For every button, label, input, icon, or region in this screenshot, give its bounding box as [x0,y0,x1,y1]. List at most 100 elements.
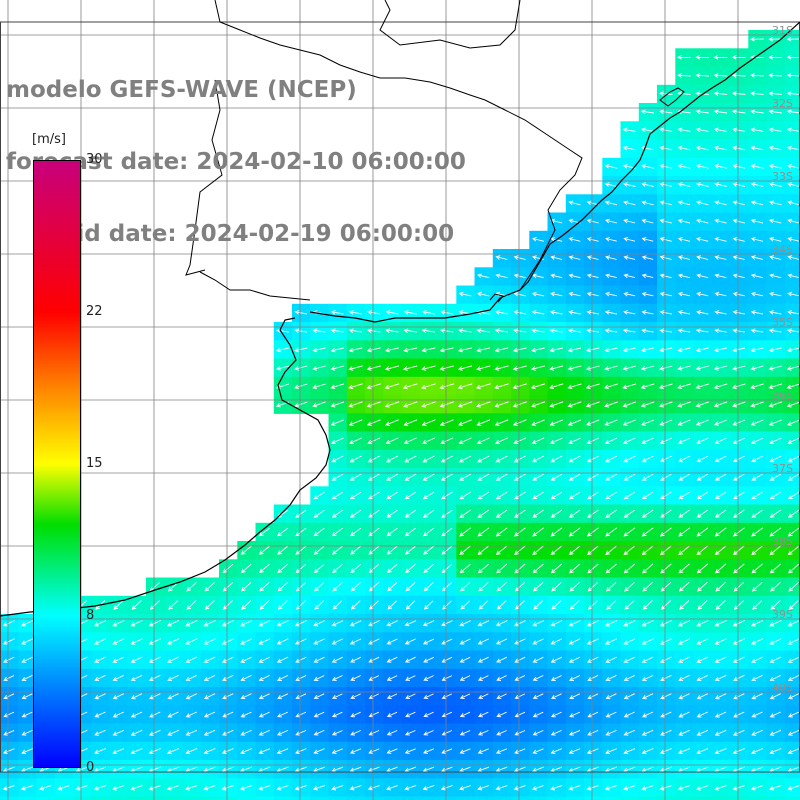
wind-speed-cell [620,559,640,579]
wind-arrow [604,365,618,371]
wind-arrow [586,455,599,463]
wind-arrow [531,237,545,242]
wind-arrow [276,674,289,681]
wind-arrow [148,674,161,682]
wind-arrow [696,545,709,556]
wind-arrow [568,748,581,754]
wind-speed-cell [456,705,476,725]
wind-arrow [368,545,380,555]
wind-arrow [641,273,654,279]
wind-arrow [714,638,727,645]
wind-speed-cell [748,468,768,487]
wind-speed-cell [730,340,749,360]
wind-arrow [369,600,379,610]
wind-speed-cell [401,595,421,615]
wind-speed-cell [164,614,184,633]
wind-arrow [769,545,782,556]
wind-arrow [732,291,745,297]
wind-arrow [623,237,636,242]
wind-arrow [786,36,800,42]
wind-arrow [332,600,343,610]
wind-speed-cell [109,632,129,652]
wind-speed-cell [565,577,585,597]
wind-arrow [641,693,654,700]
wind-arrow [568,473,581,481]
wind-arrow [732,620,745,627]
wind-arrow [130,693,143,700]
wind-arrow [459,675,471,681]
wind-speed-cell [766,741,786,761]
wind-arrow [531,419,545,426]
wind-arrow [550,473,563,481]
wind-arrow [567,419,582,426]
wind-speed-cell [638,376,658,396]
wind-arrow [642,563,654,574]
wind-arrow [384,383,400,390]
wind-arrow [768,784,782,791]
wind-speed-cell [164,741,184,761]
wind-arrow [460,582,471,592]
wind-speed-cell [675,486,695,506]
wind-arrow [787,638,800,645]
wind-arrow [623,291,636,297]
wind-arrow [567,365,582,371]
wind-arrow [659,620,672,627]
wind-speed-cell [237,559,257,579]
wind-speed-cell [748,486,768,506]
wind-speed-cell [365,595,384,615]
wind-speed-cell [565,796,585,800]
wind-speed-cell [638,723,658,743]
wind-arrow [277,582,288,592]
wind-arrow [514,582,526,592]
wind-speed-cell [237,577,257,597]
wind-arrow [751,455,764,463]
wind-speed-cell [18,705,38,725]
colorbar-tick-15: 15 [86,456,103,471]
wind-arrow [404,527,416,537]
wind-arrow [495,255,508,260]
wind-arrow [695,109,709,115]
wind-arrow [623,674,635,682]
wind-speed-cell [602,632,622,652]
wind-speed-cell [602,778,622,798]
wind-speed-cell [401,468,421,487]
wind-arrow [659,401,673,408]
wind-speed-cell [401,796,421,800]
wind-speed-cell [693,449,713,469]
wind-arrow [623,656,636,663]
wind-arrow [750,638,764,645]
wind-arrow [367,310,381,315]
wind-speed-cell [675,376,695,396]
wind-speed-cell [766,796,786,800]
coastline [0,0,800,617]
wind-arrow [659,200,673,206]
wind-arrow [478,693,489,700]
wind-speed-cell [438,541,457,560]
wind-speed-cell [474,595,494,615]
wind-arrow [731,383,746,390]
wind-speed-cell [456,687,476,706]
wind-arrow [496,675,507,681]
wind-arrow [658,383,673,390]
wind-arrow [112,711,124,718]
wind-arrow [459,693,471,700]
wind-speed-cell [529,796,549,800]
wind-arrow [587,674,599,681]
wind-speed-cell [675,522,695,542]
wind-speed-cell [492,486,512,506]
wind-arrow [623,563,635,574]
wind-arrow [549,419,563,426]
wind-speed-cell [456,796,476,800]
wind-arrow [660,473,672,481]
wind-arrow [295,729,307,736]
wind-arrow [402,365,418,371]
wind-speed-cell [748,504,768,524]
wind-speed-cell [255,595,275,615]
wind-arrow [641,255,654,260]
wind-arrow [312,401,326,408]
wind-arrow [550,545,563,556]
wind-speed-cell [565,705,585,725]
wind-speed-cell [419,595,439,615]
wind-arrow [459,785,471,791]
wind-speed-cell [0,741,19,761]
